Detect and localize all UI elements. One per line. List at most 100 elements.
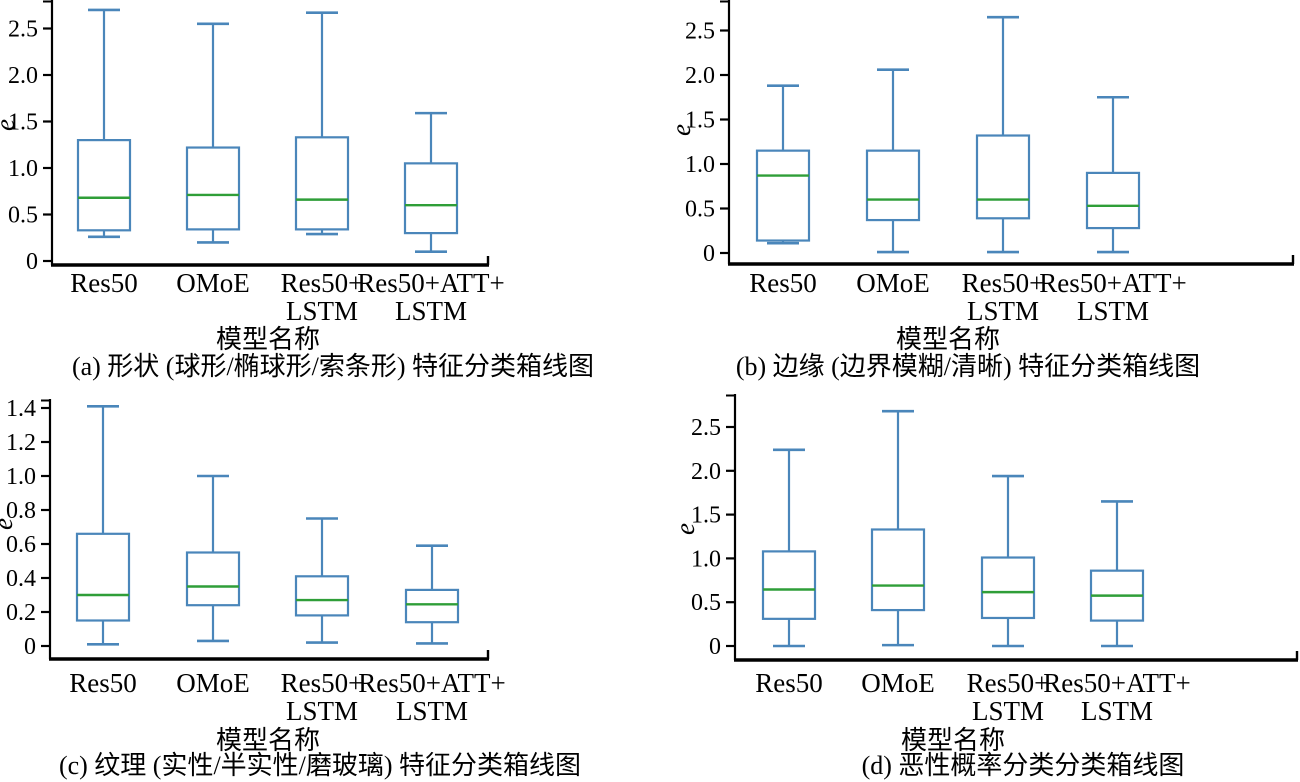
box-res50-att-lstm xyxy=(404,544,460,645)
category-label: LSTM xyxy=(396,696,468,726)
iqr-box xyxy=(403,162,459,235)
y-tick-label: 1.5 xyxy=(8,110,38,136)
y-tick-label: 1.5 xyxy=(685,108,715,134)
iqr-box xyxy=(755,149,811,242)
y-tick-label: 2.5 xyxy=(8,17,38,43)
category-label: Res50+ xyxy=(281,268,364,298)
y-tick-label: 1.4 xyxy=(6,396,36,422)
category-label: LSTM xyxy=(395,296,467,326)
y-tick-label: 1.0 xyxy=(691,546,721,572)
iqr-box xyxy=(404,588,460,624)
iqr-box xyxy=(870,528,926,612)
category-label: LSTM xyxy=(286,296,358,326)
category-label: LSTM xyxy=(1081,696,1153,726)
iqr-box xyxy=(865,149,921,222)
axes-d: 0 0.5 1.0 1.5 2.0 2.5 e xyxy=(670,394,1299,662)
axes-b: 0 0.5 1.0 1.5 2.0 2.5 e xyxy=(666,0,1295,267)
iqr-box xyxy=(980,556,1036,620)
category-label: Res50 xyxy=(69,668,137,698)
box-omoe xyxy=(185,22,241,244)
box-res50-lstm xyxy=(294,11,350,236)
y-tick-label: 0.4 xyxy=(6,566,36,592)
y-axis-title: e xyxy=(0,518,18,530)
iqr-box xyxy=(975,134,1031,220)
category-label: OMoE xyxy=(176,268,250,298)
category-label: LSTM xyxy=(286,696,358,726)
y-tick-label: 2.0 xyxy=(8,63,38,89)
subplot-caption-c: (c) 纹理 (实性/半实性/磨玻璃) 特征分类箱线图 xyxy=(58,751,582,780)
iqr-box xyxy=(75,532,131,622)
category-label: Res50+ATT+ xyxy=(357,268,504,298)
iqr-box xyxy=(294,136,350,231)
category-label: OMoE xyxy=(861,668,935,698)
box-res50 xyxy=(761,448,817,648)
category-label: OMoE xyxy=(856,268,930,298)
iqr-box xyxy=(185,551,241,607)
y-axis-title: e xyxy=(666,124,696,136)
iqr-box xyxy=(185,146,241,231)
y-tick-label: 2.5 xyxy=(685,19,715,45)
y-axis-title: e xyxy=(0,119,20,131)
y-tick-label: 1.0 xyxy=(6,464,36,490)
subplot-c: 00.20.40.60.81.01.21.4eRes50OMoERes50+LS… xyxy=(0,389,650,780)
category-label: LSTM xyxy=(972,696,1044,726)
subplot-b: 0 0.5 1.0 1.5 2.0 2.5 e Res50 OMoE Res50+ LSTM Res5… xyxy=(650,0,1300,389)
y-tick-label: 0 xyxy=(24,634,36,660)
x-axis-title-a: 模型名称 xyxy=(215,325,321,354)
boxplot-c-canvas: 00.20.40.60.81.01.21.4eRes50OMoERes50+LS… xyxy=(0,396,506,726)
box-res50-att-lstm xyxy=(1089,500,1145,648)
x-axis-title-d: 模型名称 xyxy=(900,726,1006,755)
y-tick-label: 0.5 xyxy=(8,203,38,229)
category-label: Res50 xyxy=(755,668,823,698)
x-axis-title-c: 模型名称 xyxy=(215,726,321,755)
category-label: LSTM xyxy=(967,296,1039,326)
y-axis-title: e xyxy=(670,523,700,535)
subplot-caption-a: (a) 形状 (球形/椭球形/索条形) 特征分类箱线图 xyxy=(71,352,595,381)
box-res50-att-lstm xyxy=(403,111,459,253)
category-label: Res50+ATT+ xyxy=(1043,668,1190,698)
y-tick-label: 0 xyxy=(703,241,715,267)
box-omoe xyxy=(185,474,241,643)
y-tick-label: 0.8 xyxy=(6,498,36,524)
y-tick-label: 1.0 xyxy=(8,156,38,182)
iqr-box xyxy=(761,550,817,620)
y-tick-label: 1.0 xyxy=(685,152,715,178)
y-tick-label: 2.5 xyxy=(691,415,721,441)
category-label: Res50+ xyxy=(962,268,1045,298)
category-label: Res50 xyxy=(70,268,138,298)
box-res50-lstm xyxy=(294,517,350,644)
box-res50-lstm xyxy=(975,15,1031,254)
category-label: Res50 xyxy=(749,268,817,298)
category-label: Res50+ATT+ xyxy=(1039,268,1186,298)
subplot-d: 0 0.5 1.0 1.5 2.0 2.5 e Res50 OMoE Res50+ LSTM Res5… xyxy=(650,389,1300,780)
category-label: LSTM xyxy=(1077,296,1149,326)
y-tick-label: 0.5 xyxy=(685,197,715,223)
iqr-box xyxy=(76,139,132,232)
y-tick-label: 1.5 xyxy=(691,503,721,529)
y-tick-label: 0.5 xyxy=(691,590,721,616)
subplot-caption-d: (d) 恶性概率分类分类箱线图 xyxy=(861,751,1185,780)
box-res50-att-lstm xyxy=(1085,95,1141,254)
box-res50 xyxy=(76,8,132,239)
x-axis-title-b: 模型名称 xyxy=(895,325,1001,354)
axes-a: 0 0.5 1.0 1.5 2.0 2.5 e xyxy=(0,0,490,275)
y-tick-label: 1.2 xyxy=(6,430,36,456)
subplot-caption-b: (b) 边缘 (边界模糊/清晰) 特征分类箱线图 xyxy=(735,352,1201,381)
category-label: Res50+ xyxy=(281,668,364,698)
iqr-box xyxy=(294,575,350,617)
category-label: Res50+ xyxy=(967,668,1050,698)
y-tick-label: 0.6 xyxy=(6,532,36,558)
box-res50 xyxy=(755,84,811,245)
y-tick-label: 2.0 xyxy=(691,459,721,485)
iqr-box xyxy=(1085,171,1141,230)
boxplot-a-canvas: 00.51.01.52.02.5eRes50OMoERes50+LSTMRes5… xyxy=(0,0,505,326)
axes-c: 0 0.2 0.4 0.6 0.8 1.0 1.2 1.4 e xyxy=(0,396,490,661)
y-tick-label: 2.0 xyxy=(685,63,715,89)
box-omoe xyxy=(865,68,921,254)
subplot-a: 00.51.01.52.02.5eRes50OMoERes50+LSTMRes5… xyxy=(0,0,650,389)
y-tick-label: 0 xyxy=(709,634,721,660)
y-tick-label: 0.2 xyxy=(6,600,36,626)
